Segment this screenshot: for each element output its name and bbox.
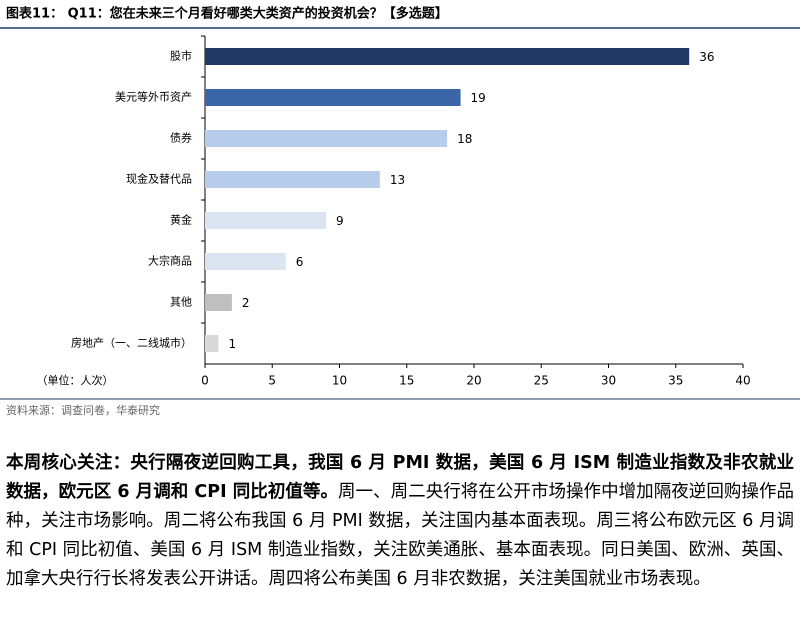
chart: 图表11： Q11：您在未来三个月看好哪类大类资产的投资机会？【多选题】 （单位… (0, 6, 800, 417)
body-lead: 本周核心关注：央行隔夜逆回购工具，我国 6 月 PMI 数据，美国 6 月 IS… (6, 453, 794, 502)
value-label: 19 (471, 91, 486, 105)
value-label: 36 (699, 50, 714, 64)
unit-note: （单位：人次） (37, 373, 114, 387)
x-tick-label: 15 (399, 374, 414, 388)
bar (205, 294, 232, 311)
y-tick-label: 现金及替代品 (126, 172, 192, 186)
x-tick-label: 35 (668, 374, 683, 388)
source: 资料来源：调查问卷，华泰研究 (6, 403, 160, 417)
bar (205, 335, 219, 352)
y-tick-label: 美元等外币资产 (115, 90, 192, 104)
bar (205, 253, 286, 270)
chart-title: 图表11： Q11：您在未来三个月看好哪类大类资产的投资机会？【多选题】 (6, 6, 448, 22)
x-tick-label: 25 (534, 374, 549, 388)
value-label: 1 (228, 337, 236, 351)
y-tick-label: 黄金 (170, 213, 192, 227)
y-tick-label: 其他 (170, 296, 192, 309)
x-tick-label: 40 (735, 374, 750, 388)
y-tick-label: 房地产（一、二线城市） (71, 336, 192, 350)
y-tick-label: 大宗商品 (148, 254, 192, 268)
x-tick-label: 5 (268, 374, 276, 388)
value-label: 2 (242, 296, 250, 310)
value-label: 6 (296, 255, 304, 269)
bar (205, 212, 327, 229)
value-label: 13 (390, 173, 405, 187)
y-tick-label: 股市 (170, 49, 192, 63)
bar (205, 89, 461, 106)
value-label: 9 (336, 214, 344, 228)
x-tick-label: 10 (332, 374, 347, 388)
x-tick-label: 0 (201, 374, 209, 388)
x-tick-label: 30 (601, 374, 616, 388)
body-text: 本周核心关注：央行隔夜逆回购工具，我国 6 月 PMI 数据，美国 6 月 IS… (6, 449, 794, 594)
value-label: 18 (457, 132, 472, 146)
bar (205, 48, 690, 65)
bar (205, 130, 448, 147)
x-tick-label: 20 (466, 374, 481, 388)
bar (205, 171, 380, 188)
body-paragraph: 周一、周二央行将在公开市场操作中增加隔夜逆回购操作品种，关注市场影响。周二将公布… (6, 482, 795, 589)
y-tick-label: 债券 (170, 131, 192, 145)
